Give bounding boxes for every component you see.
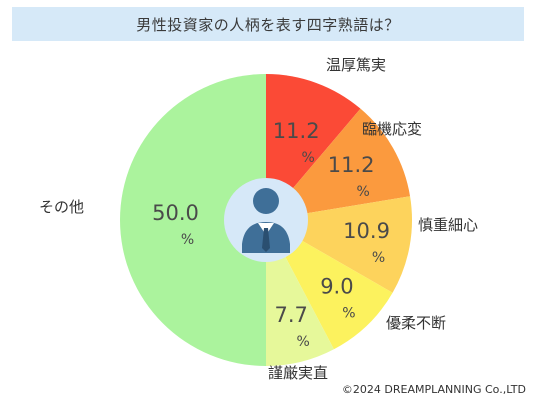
slice-unit-label: % (342, 306, 355, 322)
slice-labels: 11.2% 温厚篤実 11.2% 臨機応変 10.9% 慎重細心 9.0% 優柔不断 7.7% 謹… (39, 56, 478, 382)
slice-value-label: 50.0 (152, 201, 199, 225)
slice-value-label: 11.2 (273, 119, 320, 143)
slice-unit-label: % (302, 150, 315, 166)
slice-category-label: 温厚篤実 (326, 56, 386, 74)
pie-slice-6 (120, 74, 266, 366)
slice-unit-label: % (372, 250, 385, 266)
slice-category-label: 優柔不断 (386, 314, 446, 332)
slice-unit-label: % (356, 184, 369, 200)
businessman-icon (224, 178, 308, 262)
slice-unit-label: % (181, 232, 194, 248)
slice-category-label: その他 (39, 198, 84, 216)
slice-category-label: 慎重細心 (418, 216, 478, 234)
slice-value-label: 9.0 (320, 275, 353, 299)
pie-slice-4 (266, 220, 393, 350)
slice-value-label: 10.9 (343, 219, 390, 243)
slice-value-label: 11.2 (328, 153, 375, 177)
slice-value-label: 7.7 (274, 303, 307, 327)
copyright-text: ©2024 DREAMPLANNING Co.,LTD (341, 383, 526, 396)
slice-unit-label: % (297, 334, 310, 350)
pie-slice-1 (266, 74, 361, 220)
title-bar: 男性投資家の人柄を表す四字熟語は？ (12, 7, 524, 41)
pie-slice-2 (266, 108, 411, 220)
slice-category-label: 臨機応変 (362, 120, 422, 138)
slice-category-label: 謹厳実直 (268, 364, 328, 382)
chart-title: 男性投資家の人柄を表す四字熟語は？ (136, 15, 400, 34)
